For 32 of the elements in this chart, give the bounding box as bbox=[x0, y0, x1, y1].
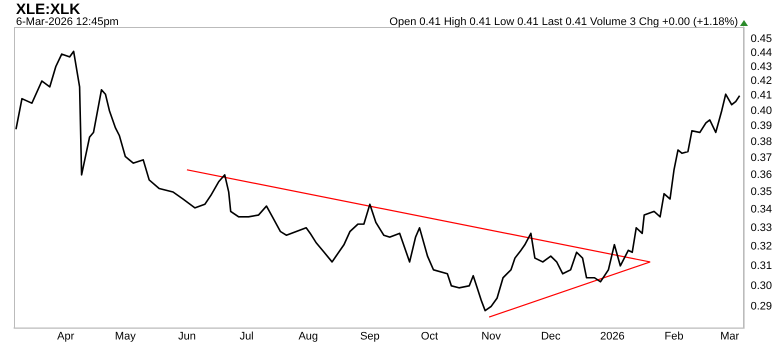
x-tick-label: Jul bbox=[240, 330, 254, 342]
x-tick-label: Jun bbox=[178, 330, 196, 342]
y-tick-label: 0.45 bbox=[750, 33, 772, 46]
x-tick-label: May bbox=[114, 330, 136, 342]
annotation: Open 0.41 High 0.41 Low 0.41 Last 0.41 Volume 3 Chg +0.00 (+1.18%) bbox=[389, 16, 738, 28]
y-tick-label: 0.44 bbox=[750, 46, 772, 59]
y-tick-label: 0.29 bbox=[750, 300, 772, 312]
x-tick-label: Feb bbox=[664, 330, 684, 342]
x-tick-label: Apr bbox=[57, 330, 75, 342]
y-tick-label: 0.40 bbox=[750, 104, 772, 117]
y-tick-label: 0.32 bbox=[750, 240, 772, 253]
y-tick-label: 0.42 bbox=[750, 75, 772, 88]
y-tick-label: 0.30 bbox=[750, 280, 772, 292]
y-tick-label: 0.33 bbox=[750, 222, 772, 234]
x-tick-label: 2026 bbox=[600, 330, 625, 342]
y-tick-label: 0.35 bbox=[750, 186, 772, 198]
x-tick-label: Oct bbox=[420, 330, 438, 342]
y-tick-label: 0.37 bbox=[750, 152, 772, 164]
x-tick-label: Aug bbox=[298, 330, 318, 342]
y-tick-label: 0.41 bbox=[750, 90, 772, 102]
x-tick-label: Mar bbox=[720, 330, 740, 342]
chart-title: XLE:XLK bbox=[16, 1, 80, 18]
y-tick-label: 0.36 bbox=[750, 168, 772, 181]
y-tick-label: 0.38 bbox=[750, 136, 772, 148]
y-tick-label: 0.31 bbox=[750, 260, 772, 272]
y-tick-label: 0.34 bbox=[750, 204, 772, 216]
y-tick-label: 0.43 bbox=[750, 60, 772, 73]
chart-subtitle: 6-Mar-2026 12:45pm bbox=[16, 16, 119, 28]
x-tick-label: Dec bbox=[540, 330, 562, 342]
y-tick-label: 0.39 bbox=[750, 120, 772, 132]
x-tick-label: Nov bbox=[481, 330, 502, 342]
x-tick-label: Sep bbox=[360, 330, 380, 342]
